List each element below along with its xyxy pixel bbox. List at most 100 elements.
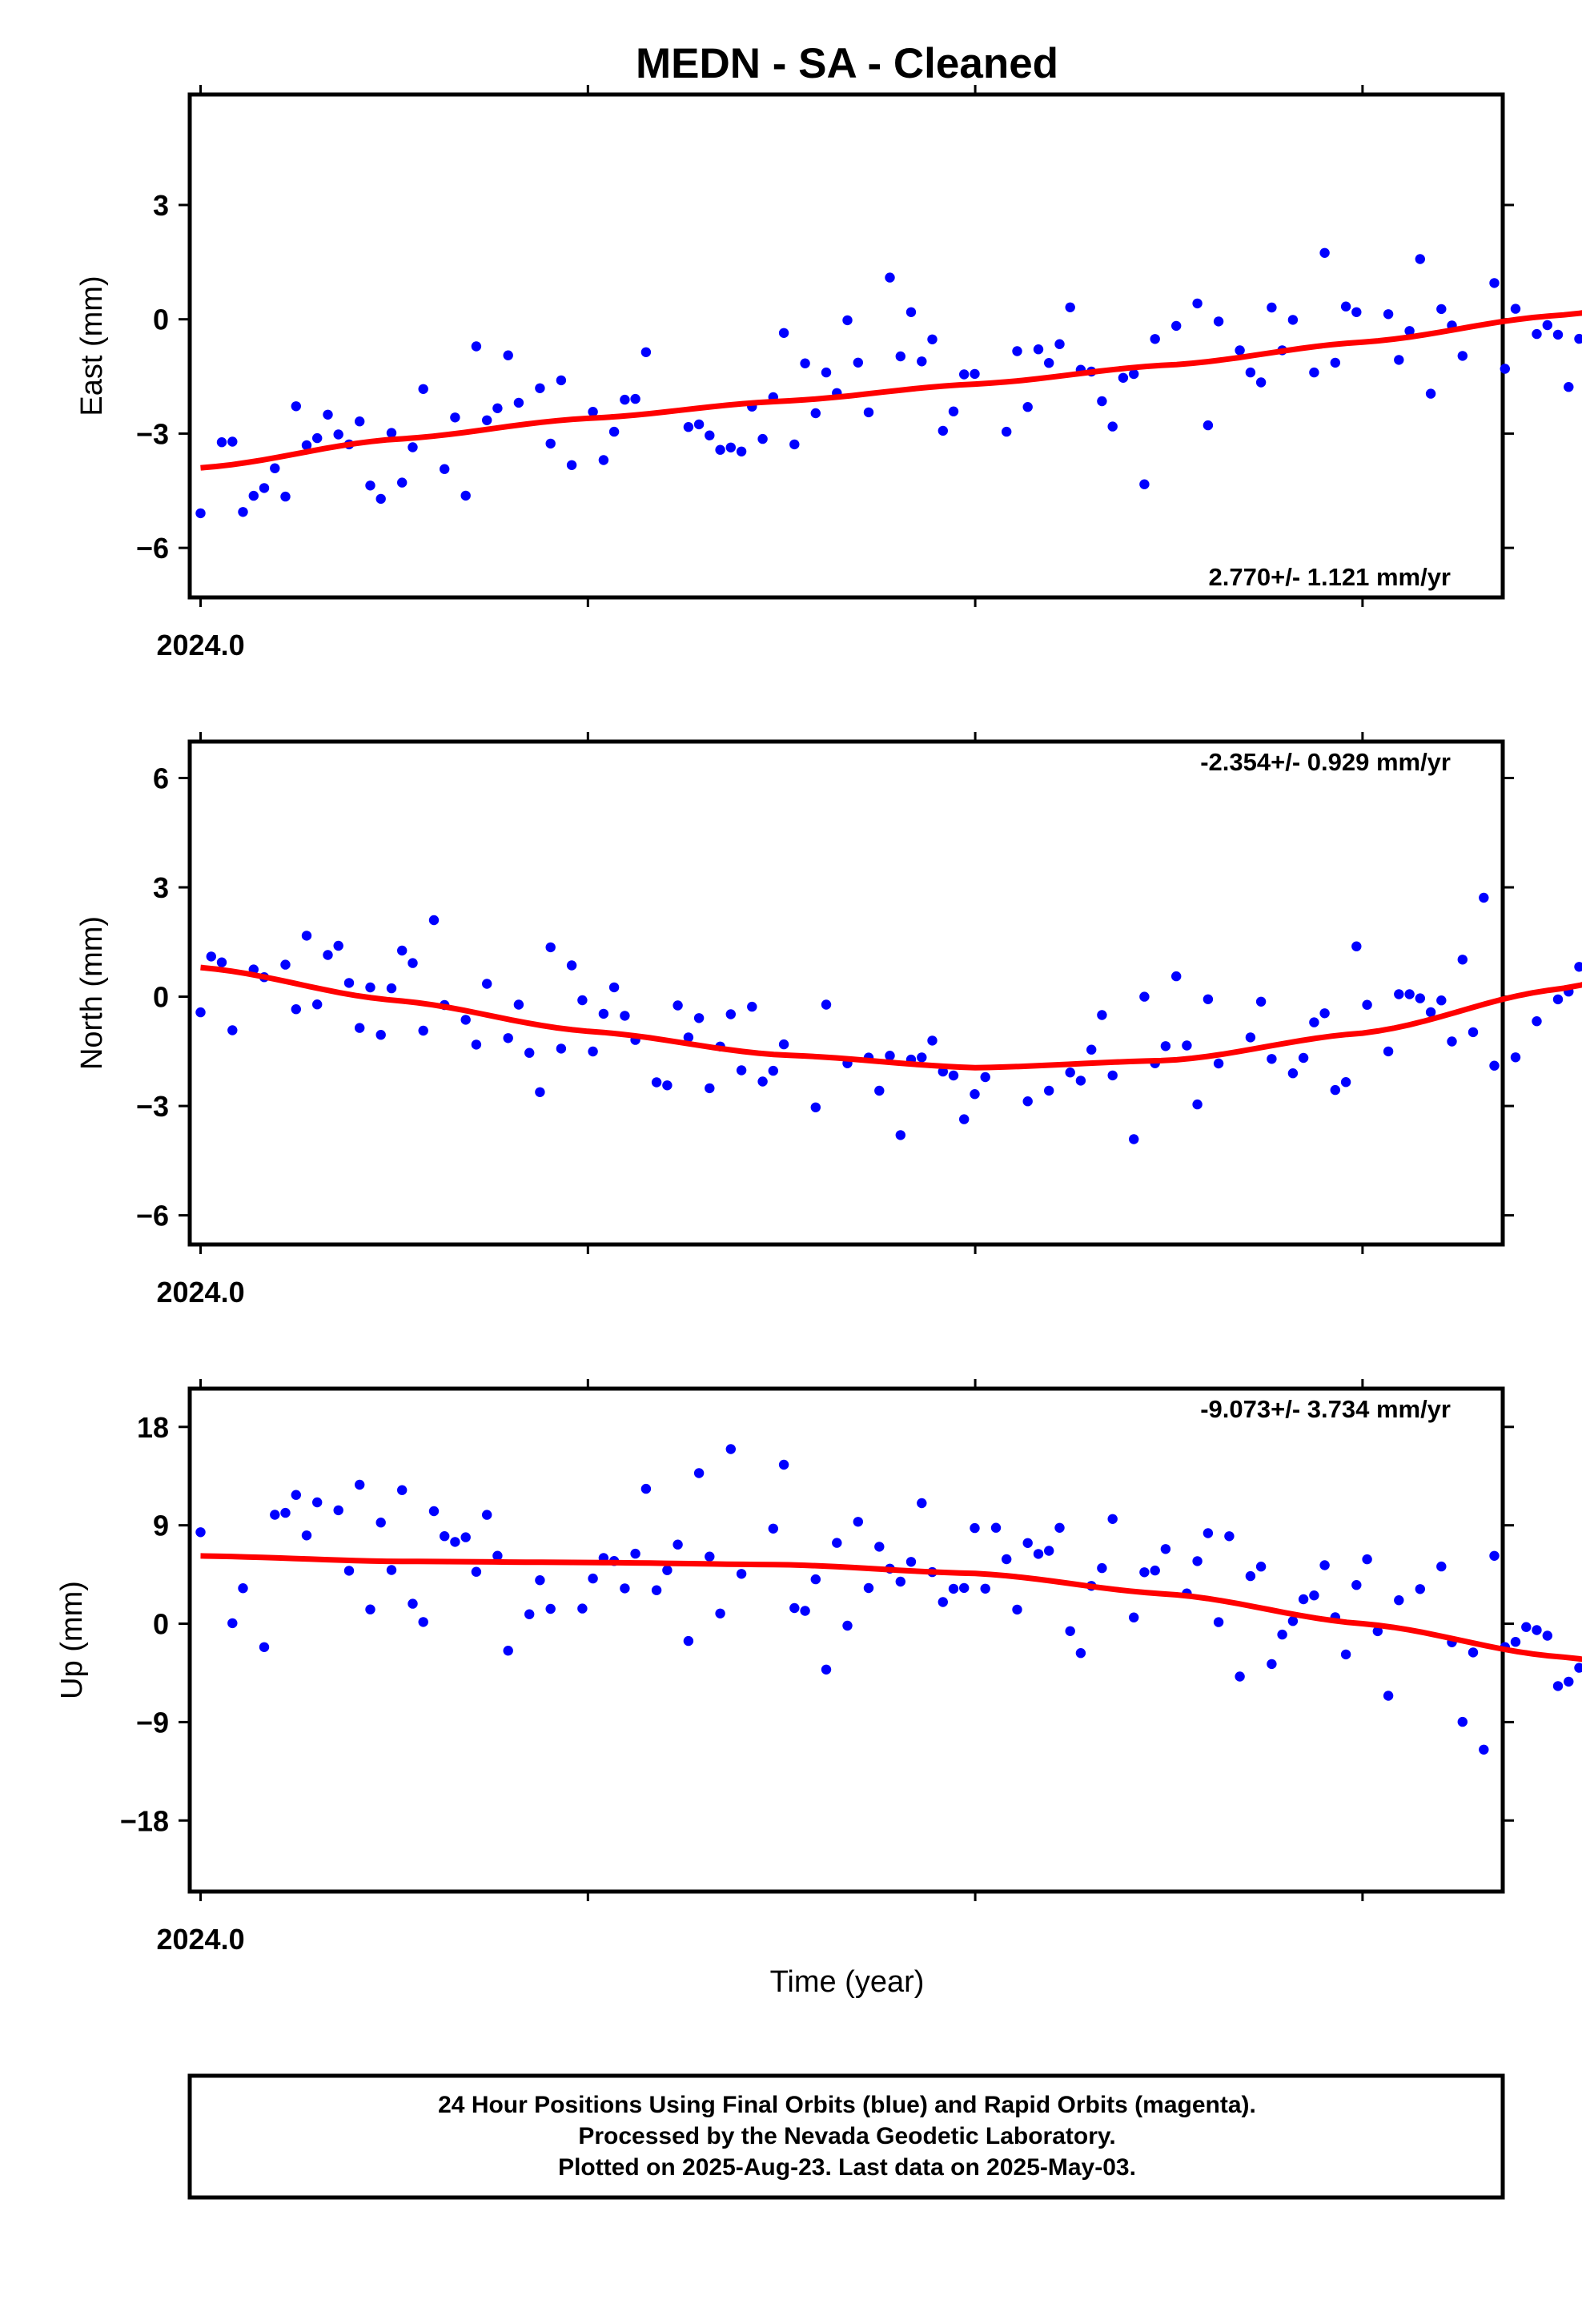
north-data-point bbox=[1468, 1027, 1478, 1037]
up-data-point bbox=[472, 1567, 481, 1577]
up-data-point bbox=[577, 1603, 587, 1613]
north-data-point bbox=[949, 1071, 958, 1080]
up-data-point bbox=[259, 1642, 269, 1652]
x-axis-label: Time (year) bbox=[770, 1965, 925, 1999]
east-data-point bbox=[492, 404, 502, 413]
north-data-point bbox=[1447, 1036, 1456, 1046]
up-data-point bbox=[684, 1636, 693, 1646]
east-data-point bbox=[1532, 329, 1541, 339]
north-data-point bbox=[1288, 1068, 1298, 1078]
east-data-point bbox=[270, 464, 279, 473]
east-data-point bbox=[821, 368, 831, 377]
up-data-point bbox=[1129, 1613, 1138, 1622]
up-data-point bbox=[715, 1609, 725, 1618]
up-data-point bbox=[1341, 1650, 1351, 1659]
up-data-point bbox=[641, 1484, 651, 1494]
east-data-point bbox=[726, 443, 736, 452]
east-data-point bbox=[864, 408, 873, 417]
up-data-point bbox=[779, 1460, 789, 1470]
east-data-point bbox=[779, 328, 789, 338]
north-data-point bbox=[302, 931, 311, 940]
east-data-point bbox=[472, 341, 481, 351]
north-data-point bbox=[504, 1033, 513, 1043]
up-data-point bbox=[1383, 1691, 1393, 1700]
up-data-point bbox=[1458, 1717, 1468, 1727]
up-data-point bbox=[344, 1566, 354, 1575]
east-data-point bbox=[365, 480, 375, 490]
north-data-point bbox=[757, 1076, 767, 1086]
east-data-point bbox=[885, 272, 894, 282]
east-data-point bbox=[355, 416, 364, 426]
up-data-point bbox=[949, 1584, 958, 1594]
north-data-point bbox=[1203, 995, 1213, 1004]
north-data-point bbox=[620, 1011, 629, 1020]
north-data-point bbox=[1161, 1041, 1170, 1051]
east-data-point bbox=[1309, 368, 1319, 377]
east-data-point bbox=[419, 384, 428, 394]
east-data-point bbox=[811, 408, 821, 418]
east-data-point bbox=[556, 376, 566, 385]
north-data-point bbox=[1489, 1061, 1499, 1071]
up-data-point bbox=[630, 1549, 640, 1558]
up-data-point bbox=[705, 1552, 714, 1562]
north-data-point bbox=[1299, 1053, 1308, 1063]
north-data-point bbox=[312, 999, 322, 1009]
north-data-point bbox=[1171, 971, 1181, 981]
east-data-point bbox=[1458, 351, 1468, 360]
north-data-point bbox=[376, 1030, 386, 1039]
north-data-point bbox=[1309, 1017, 1319, 1027]
east-data-point bbox=[1331, 358, 1340, 368]
east-data-point bbox=[1511, 304, 1520, 313]
north-data-point bbox=[355, 1023, 364, 1032]
east-fit-line bbox=[201, 226, 1582, 468]
east-data-point bbox=[1034, 344, 1043, 354]
up-data-point bbox=[938, 1597, 948, 1606]
up-rate-label: -9.073+/- 3.734 mm/yr bbox=[1200, 1395, 1451, 1423]
east-y-tick-labels: −6−303 bbox=[136, 189, 169, 565]
north-data-point bbox=[981, 1072, 990, 1082]
north-y-tick-label: 6 bbox=[153, 762, 169, 795]
up-data-point bbox=[737, 1569, 746, 1578]
up-data-point bbox=[312, 1498, 322, 1507]
north-data-point bbox=[387, 983, 396, 993]
east-data-point bbox=[641, 348, 651, 357]
east-data-point bbox=[757, 434, 767, 444]
up-data-point bbox=[429, 1506, 439, 1516]
north-fit-line bbox=[201, 853, 1582, 1153]
up-data-point bbox=[195, 1527, 205, 1537]
north-data-point bbox=[821, 999, 831, 1009]
north-data-point bbox=[1553, 995, 1563, 1004]
north-data-point bbox=[874, 1086, 884, 1096]
up-data-point bbox=[524, 1610, 534, 1619]
up-data-points bbox=[195, 1444, 1582, 1813]
east-data-point bbox=[684, 422, 693, 432]
east-data-point bbox=[1097, 396, 1106, 406]
east-data-point bbox=[1553, 330, 1563, 340]
up-data-point bbox=[1224, 1531, 1234, 1541]
north-data-point bbox=[365, 983, 375, 992]
up-data-point bbox=[535, 1575, 544, 1585]
north-data-point bbox=[1331, 1085, 1340, 1095]
east-data-point bbox=[1341, 302, 1351, 312]
north-data-point bbox=[556, 1043, 566, 1053]
footer-line-3: Plotted on 2025-Aug-23. Last data on 202… bbox=[558, 2154, 1136, 2181]
north-data-point bbox=[970, 1089, 979, 1099]
up-data-point bbox=[970, 1523, 979, 1533]
up-data-point bbox=[1543, 1630, 1552, 1640]
east-data-point bbox=[599, 455, 608, 464]
up-data-point bbox=[365, 1605, 375, 1614]
north-data-point bbox=[769, 1066, 778, 1076]
north-data-point bbox=[1351, 942, 1361, 951]
north-data-point bbox=[227, 1025, 237, 1035]
north-data-point bbox=[927, 1035, 937, 1045]
east-y-tick-label: −3 bbox=[136, 417, 169, 450]
east-data-point bbox=[535, 384, 544, 393]
up-data-point bbox=[1203, 1528, 1213, 1538]
east-data-point bbox=[387, 428, 396, 437]
north-data-point bbox=[779, 1039, 789, 1049]
up-data-point bbox=[811, 1574, 821, 1584]
east-data-point bbox=[1235, 345, 1244, 355]
up-data-point bbox=[1521, 1622, 1531, 1632]
east-data-point bbox=[1054, 340, 1064, 349]
east-data-point bbox=[1256, 377, 1266, 387]
